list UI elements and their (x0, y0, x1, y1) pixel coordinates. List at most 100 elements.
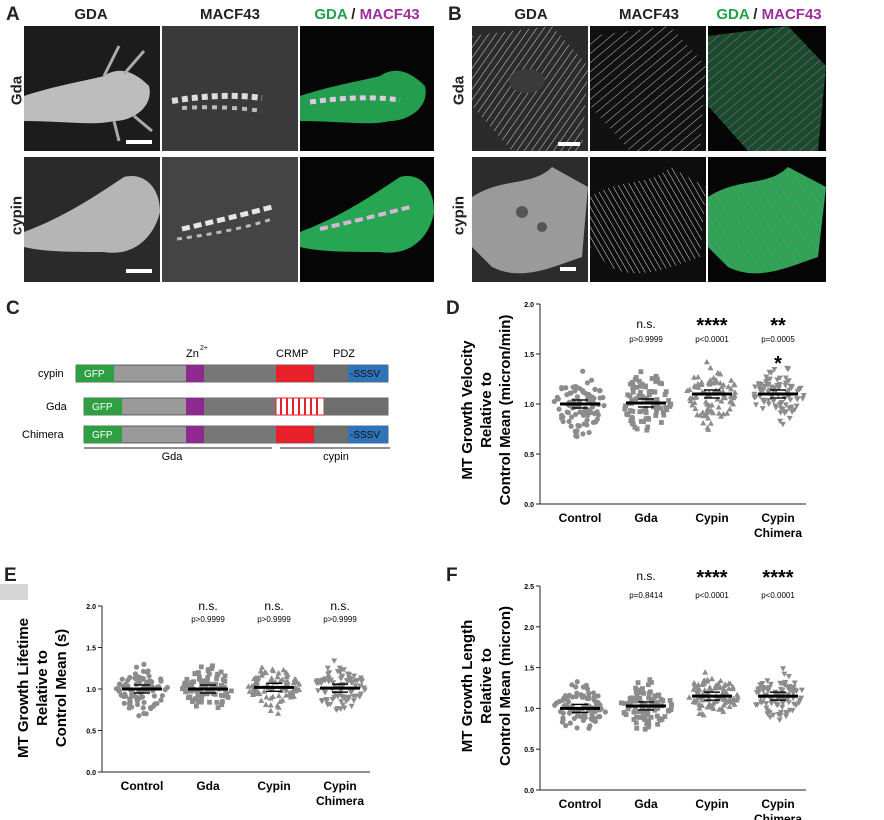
data-point (716, 706, 723, 712)
panel-a-col-macf43: MACF43 (199, 6, 260, 23)
data-point (557, 708, 564, 715)
zn-label: Zn (186, 348, 199, 360)
data-point (346, 672, 353, 678)
data-point (640, 705, 645, 711)
data-point (636, 393, 642, 399)
data-point (652, 389, 657, 395)
data-point (640, 712, 646, 718)
scale-bar (126, 140, 152, 144)
data-point (640, 394, 645, 400)
y-tick-label: 1.0 (524, 706, 534, 713)
data-point (793, 403, 800, 410)
data-point (768, 701, 775, 707)
data-point (154, 700, 160, 707)
zn-domain (186, 426, 204, 443)
data-point (331, 695, 338, 701)
data-point (220, 699, 225, 704)
data-point (215, 705, 221, 710)
data-point (786, 687, 793, 694)
data-point (559, 719, 566, 725)
data-point (654, 713, 660, 719)
construct-label-gda: Gda (46, 401, 68, 413)
data-point (707, 377, 714, 383)
data-point (640, 408, 646, 414)
data-point (140, 705, 146, 711)
data-point (274, 673, 281, 680)
data-point (624, 411, 630, 417)
data-point (786, 415, 793, 422)
data-point (785, 394, 792, 400)
data-point (782, 679, 789, 686)
data-point (644, 427, 650, 433)
data-point (649, 376, 655, 381)
gfp-label: GFP (92, 430, 113, 441)
data-point (199, 683, 205, 689)
data-point (703, 401, 710, 407)
panel-letter-e: E (4, 565, 17, 586)
data-point (638, 390, 643, 395)
data-point (777, 696, 784, 703)
point-cloud-3 (751, 365, 807, 428)
data-point (580, 431, 586, 437)
crmp-label: CRMP (276, 348, 308, 360)
data-point (290, 693, 297, 699)
data-point (708, 675, 715, 682)
data-point (551, 398, 557, 405)
data-point (141, 661, 147, 667)
data-point (590, 709, 597, 715)
data-point (228, 688, 234, 694)
data-point (141, 710, 147, 717)
data-point (292, 687, 299, 694)
panel-b-row-gda: Gda (450, 75, 468, 106)
data-point (658, 420, 664, 425)
data-point (764, 678, 771, 684)
data-point (666, 398, 671, 403)
data-point (597, 387, 603, 394)
data-point (724, 410, 731, 416)
data-point (322, 690, 329, 696)
data-point (190, 697, 196, 703)
point-cloud-2 (245, 664, 303, 716)
data-point (646, 718, 652, 723)
data-point (207, 699, 212, 705)
data-point (728, 385, 735, 392)
data-point (636, 690, 642, 695)
pdz-binding-motif (348, 365, 388, 382)
data-point (647, 392, 652, 398)
data-point (635, 680, 641, 686)
data-point (703, 358, 710, 365)
data-point (357, 683, 364, 689)
y-tick-label: 0.5 (524, 747, 534, 754)
data-point (777, 686, 784, 693)
data-point (637, 695, 643, 701)
micrograph-b-gda-merge (708, 26, 826, 151)
construct-cypin: GFP -SSSV (75, 364, 389, 383)
data-point (767, 681, 774, 688)
data-point (643, 406, 649, 411)
data-point (638, 369, 644, 375)
data-point (795, 700, 802, 706)
data-point (662, 714, 668, 719)
data-point (791, 687, 798, 693)
data-point (339, 673, 346, 680)
data-point (574, 725, 580, 731)
point-cloud-2 (684, 358, 739, 432)
significance-label: n.s. (636, 569, 655, 583)
data-point (667, 404, 673, 409)
data-point (634, 690, 640, 696)
data-point (758, 381, 765, 388)
data-point (119, 676, 125, 682)
point-cloud-1 (618, 677, 674, 732)
data-point (573, 684, 579, 690)
data-point (799, 396, 806, 402)
data-point (574, 394, 581, 400)
data-point (764, 711, 771, 717)
point-cloud-0 (113, 661, 170, 719)
data-point (768, 370, 775, 376)
data-point (127, 674, 133, 681)
data-point (346, 694, 353, 701)
data-point (221, 693, 227, 699)
data-point (644, 395, 649, 401)
data-point (704, 676, 711, 683)
data-point (700, 420, 707, 426)
